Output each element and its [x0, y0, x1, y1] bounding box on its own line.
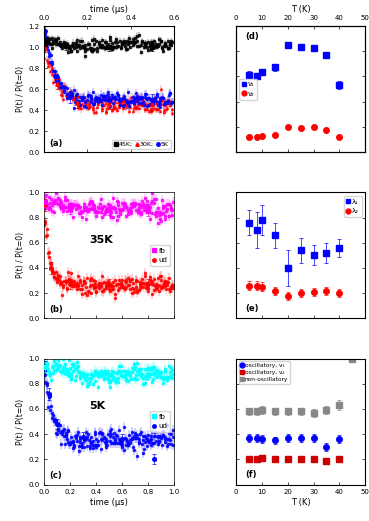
Text: (d): (d): [245, 32, 259, 41]
Y-axis label: P(t) / P(t=0): P(t) / P(t=0): [16, 66, 25, 112]
Legend: 45K;, 30K;, 5K: 45K;, 30K;, 5K: [112, 140, 170, 149]
Text: (f): (f): [245, 470, 256, 479]
Legend: λ₁, λ₂: λ₁, λ₂: [344, 196, 362, 217]
X-axis label: time (μs): time (μs): [90, 5, 128, 15]
Text: 5K: 5K: [90, 401, 106, 411]
Y-axis label: P(t) / P(t=0): P(t) / P(t=0): [16, 399, 25, 444]
Text: (b): (b): [49, 305, 63, 314]
X-axis label: T (K): T (K): [291, 498, 310, 507]
X-axis label: time (μs): time (μs): [90, 498, 128, 507]
Text: (e): (e): [245, 304, 258, 313]
X-axis label: T (K): T (K): [291, 5, 310, 15]
Text: (c): (c): [49, 471, 62, 480]
Legend: fb, ud: fb, ud: [149, 245, 170, 266]
Legend: fb, ud: fb, ud: [149, 411, 170, 432]
Text: (a): (a): [49, 139, 63, 148]
Legend: ν₁, ν₂: ν₁, ν₂: [239, 79, 257, 100]
Y-axis label: P(t) / P(t=0): P(t) / P(t=0): [16, 232, 25, 278]
Legend: oscillatory, ν₁, oscillatory, ν₂, non-oscillatory: oscillatory, ν₁, oscillatory, ν₂, non-os…: [239, 362, 290, 384]
Text: 35K: 35K: [90, 234, 113, 245]
